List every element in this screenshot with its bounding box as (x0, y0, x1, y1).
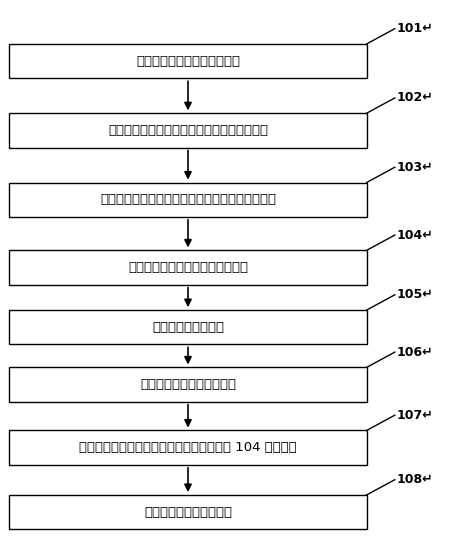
Text: 输出最终的重构地震数据: 输出最终的重构地震数据 (144, 506, 232, 519)
Bar (9, 44, 367, 78)
Text: 101↵: 101↵ (396, 22, 433, 35)
Bar (9, 495, 367, 529)
Text: 102↵: 102↵ (396, 92, 433, 105)
Text: 地震数据构建处理技术初始化设置: 地震数据构建处理技术初始化设置 (128, 261, 248, 274)
Text: 107↵: 107↵ (396, 409, 433, 421)
Text: 108↵: 108↵ (396, 473, 433, 486)
Bar (9, 430, 367, 465)
Text: 103↵: 103↵ (396, 161, 433, 174)
Bar (9, 310, 367, 344)
Text: 数据构建算法迭代计算过程: 数据构建算法迭代计算过程 (140, 378, 236, 391)
Bar (9, 182, 367, 217)
Text: 104↵: 104↵ (396, 229, 433, 241)
Text: 105↵: 105↵ (396, 288, 433, 301)
Bar (9, 250, 367, 285)
Text: 利用相应的特征变换对地震数据进行特征稀疏表达: 利用相应的特征变换对地震数据进行特征稀疏表达 (100, 193, 276, 206)
Text: 判断是否满足收敛条件，若不满足返回步骤 104 继续迭代: 判断是否满足收敛条件，若不满足返回步骤 104 继续迭代 (79, 441, 297, 454)
Bar (9, 113, 367, 148)
Text: 自动分析数据特征并确定有效的特征变换空间: 自动分析数据特征并确定有效的特征变换空间 (108, 124, 268, 137)
Text: 106↵: 106↵ (396, 345, 433, 359)
Text: 求取每次迭代的阈値: 求取每次迭代的阈値 (152, 321, 224, 334)
Text: 输入需要重新构建的地震数据: 输入需要重新构建的地震数据 (136, 55, 240, 68)
Bar (9, 367, 367, 402)
